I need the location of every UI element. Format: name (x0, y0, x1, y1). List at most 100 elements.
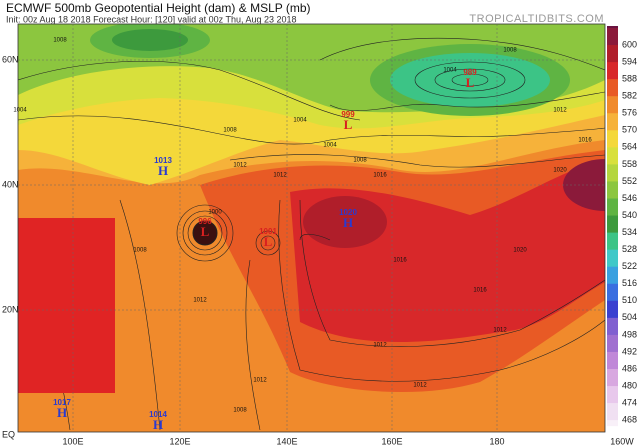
colorbar-swatch (607, 181, 618, 199)
colorbar-swatch (607, 164, 618, 182)
pressure-value: 999 (341, 110, 355, 119)
lat-label: 40N (2, 179, 19, 189)
contour (319, 37, 605, 71)
contour-label: 1012 (233, 163, 247, 169)
lat-label: 20N (2, 304, 19, 314)
pressure-value: 1014 (149, 410, 167, 419)
contour-label: 1016 (578, 138, 592, 144)
contour-label: 1004 (293, 118, 307, 124)
title: ECMWF 500mb Geopotential Height (dam) & … (6, 1, 311, 15)
colorbar-label: 600 (622, 39, 637, 49)
contour (18, 60, 361, 121)
colorbar-swatch (607, 317, 618, 336)
coast (299, 233, 331, 241)
contour-label: 1012 (373, 343, 387, 349)
contour (176, 204, 234, 262)
contour-label: 1008 (223, 128, 237, 134)
contour (260, 235, 276, 251)
colorbar-label: 534 (622, 227, 637, 237)
pressure-value: 1013 (154, 156, 172, 165)
colorbar-label: 474 (622, 397, 637, 407)
contour (451, 73, 489, 87)
colorbar-label: 552 (622, 176, 637, 186)
colorbar-label: 546 (622, 193, 637, 203)
contour (414, 61, 526, 99)
colorbar-swatch (607, 147, 618, 165)
lat-label: EQ (2, 429, 15, 439)
redaction-box (18, 218, 115, 393)
map-frame (17, 23, 606, 433)
pressure-center: H (57, 405, 67, 420)
colorbar-swatch (607, 215, 618, 234)
pressure-value: 996 (198, 217, 212, 226)
colorbar-label: 522 (622, 261, 637, 271)
colorbar-swatch (607, 403, 618, 421)
pressure-value: 1020 (339, 208, 357, 217)
colorbar-swatch (607, 96, 618, 114)
pressure-center: H (158, 163, 168, 178)
pressure-value: 989 (463, 68, 477, 77)
pressure-center: L (264, 234, 273, 249)
pressure-value: 1017 (53, 398, 71, 407)
colorbar-swatch (607, 232, 618, 251)
colorbar-swatch (607, 45, 618, 63)
low-core (192, 220, 218, 246)
subtitle: Init: 00z Aug 18 2018 Forecast Hour: [12… (6, 14, 297, 24)
colorbar-label: 486 (622, 363, 637, 373)
colorbar-swatch (607, 198, 618, 217)
colorbar-swatch (607, 113, 618, 131)
contour-label: 1008 (503, 48, 517, 54)
contour (299, 199, 605, 347)
colorbar-label: 498 (622, 329, 637, 339)
contour (434, 68, 506, 92)
lat-label: 60N (2, 54, 19, 64)
watermark: TROPICALTIDBITS.COM (469, 13, 604, 25)
contour-label: 1008 (233, 408, 247, 414)
colorbar-swatch (607, 369, 618, 387)
colorbar-swatch (607, 283, 618, 302)
contour-label: 1012 (413, 383, 427, 389)
contour-label: 1012 (253, 378, 267, 384)
pressure-value: 1001 (259, 227, 277, 236)
colorbar-swatch (607, 351, 618, 370)
contour (329, 91, 605, 111)
height-band (112, 29, 188, 51)
colorbar-swatch (607, 249, 618, 268)
pressure-center: L (201, 224, 210, 239)
colorbar-cap (607, 420, 618, 427)
contour (229, 154, 605, 168)
colorbar-swatch (607, 334, 618, 353)
lon-label: 120E (169, 436, 190, 446)
contour-label: 1016 (373, 173, 387, 179)
lon-label: 160E (381, 436, 402, 446)
contour (278, 199, 605, 382)
contour-label: 1004 (323, 143, 337, 149)
contour-label: 1016 (393, 258, 407, 264)
contour-label: 1008 (353, 158, 367, 164)
colorbar-swatch (607, 62, 618, 80)
colorbar-swatch (607, 386, 618, 404)
contour (182, 210, 228, 256)
height-band (563, 159, 605, 211)
contour-label: 1012 (273, 173, 287, 179)
lon-label: 160W (610, 436, 634, 446)
colorbar-swatch (607, 28, 618, 46)
colorbar-label: 540 (622, 210, 637, 220)
contour-label: 1020 (513, 248, 527, 254)
contour-label: 1012 (553, 108, 567, 114)
colorbar-label: 588 (622, 74, 637, 84)
colorbar-label: 576 (622, 108, 637, 118)
height-band (390, 53, 550, 107)
colorbar-swatch (607, 300, 618, 319)
pressure-center: H (153, 417, 163, 432)
colorbar-label: 492 (622, 346, 637, 356)
colorbar-label: 480 (622, 380, 637, 390)
colorbar-label: 528 (622, 244, 637, 254)
contour (119, 199, 161, 431)
colorbar-label: 582 (622, 91, 637, 101)
colorbar-label: 504 (622, 312, 637, 322)
contour-label: 1008 (133, 248, 147, 254)
map-area (18, 24, 605, 432)
contour-label: 1012 (493, 328, 507, 334)
